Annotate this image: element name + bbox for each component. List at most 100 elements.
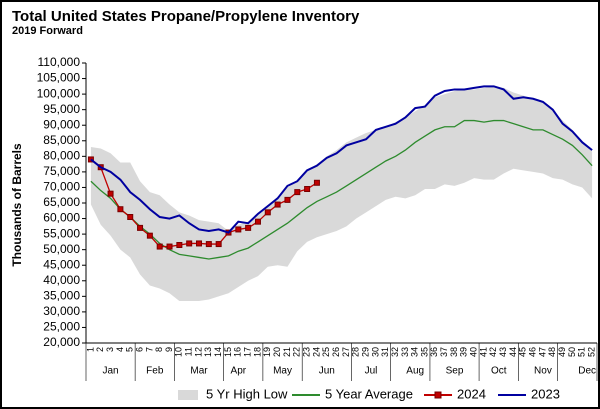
marker (156, 243, 163, 250)
x-tick-label: 31 (380, 347, 390, 357)
x-tick-label: 17 (243, 347, 253, 357)
marker (274, 201, 281, 208)
x-tick-label: 35 (419, 347, 429, 357)
x-tick-label: 30 (370, 347, 380, 357)
x-tick-label: 36 (429, 347, 439, 357)
legend-label: 2024 (457, 386, 486, 401)
marker (127, 214, 134, 220)
marker (284, 196, 291, 203)
month-label: Aug (406, 366, 424, 377)
month-label: Nov (534, 366, 552, 377)
x-tick-label: 48 (547, 347, 557, 357)
x-tick-label: 1 (85, 347, 95, 352)
month-label: Dec (578, 366, 596, 377)
marker (235, 226, 242, 233)
x-tick-label: 45 (518, 347, 528, 357)
y-tick-label: 95,000 (43, 102, 80, 116)
marker (294, 189, 301, 196)
marker (186, 240, 193, 247)
x-tick-label: 27 (341, 347, 351, 357)
x-tick-label: 43 (498, 347, 508, 357)
legend-label: 5 Yr High Low (206, 386, 288, 401)
y-tick-label: 75,000 (43, 164, 80, 178)
x-tick-label: 32 (390, 347, 400, 357)
x-tick-label: 47 (537, 347, 547, 357)
legend-label: 5 Year Average (325, 386, 413, 401)
x-tick-label: 18 (252, 347, 262, 357)
y-tick-label: 30,000 (43, 304, 80, 318)
marker (205, 241, 212, 248)
x-tick-label: 33 (400, 347, 410, 357)
x-tick-label: 13 (203, 347, 213, 357)
x-tick-label: 23 (301, 347, 311, 357)
marker (245, 224, 252, 231)
x-tick-label: 9 (164, 347, 174, 352)
x-tick-label: 50 (567, 347, 577, 357)
month-label: Oct (491, 366, 507, 377)
x-tick-label: 29 (360, 347, 370, 357)
y-tick-label: 40,000 (43, 273, 80, 287)
y-tick-label: 70,000 (43, 180, 80, 194)
x-tick-label: 52 (586, 347, 596, 357)
y-tick-label: 110,000 (38, 55, 81, 69)
marker (215, 241, 222, 248)
x-tick-label: 16 (233, 347, 243, 357)
x-tick-label: 46 (528, 347, 538, 357)
x-tick-label: 11 (184, 347, 194, 356)
x-tick-label: 10 (174, 347, 184, 357)
y-axis-label: Thousands of Barrels (10, 143, 24, 267)
legend-marker (434, 391, 442, 399)
y-tick-label: 80,000 (43, 149, 80, 163)
x-tick-label: 14 (213, 347, 223, 357)
x-tick-label: 49 (557, 347, 567, 357)
marker (264, 209, 271, 216)
y-tick-label: 55,000 (43, 226, 80, 240)
x-tick-label: 21 (282, 347, 292, 357)
x-tick-label: 19 (262, 347, 272, 357)
legend-swatch (178, 390, 198, 400)
month-label: Sep (446, 366, 464, 377)
y-tick-label: 60,000 (43, 211, 80, 225)
y-tick-label: 25,000 (43, 320, 80, 334)
x-tick-label: 20 (272, 347, 282, 357)
x-tick-label: 2 (95, 347, 105, 352)
month-label: Apr (231, 366, 247, 377)
x-tick-label: 39 (459, 347, 469, 357)
marker (196, 240, 203, 247)
legend-label: 2023 (531, 386, 560, 401)
high-low-band (90, 86, 593, 301)
month-label: Jan (103, 366, 119, 377)
x-tick-label: 6 (134, 347, 144, 352)
line (90, 119, 593, 260)
x-tick-label: 8 (154, 347, 164, 352)
x-tick-label: 3 (105, 347, 115, 352)
month-label: Jul (365, 366, 378, 377)
month-label: Feb (146, 366, 164, 377)
x-tick-label: 51 (577, 347, 587, 357)
chart-subtitle: 2019 Forward (12, 25, 83, 37)
marker (166, 243, 173, 250)
month-label: May (273, 366, 292, 377)
y-tick-label: 45,000 (43, 257, 80, 271)
marker (117, 206, 124, 213)
y-tick-label: 105,000 (37, 71, 81, 85)
x-tick-label: 44 (508, 347, 518, 357)
marker (146, 232, 153, 239)
x-tick-label: 12 (193, 347, 203, 357)
line (90, 85, 593, 234)
x-tick-label: 25 (321, 347, 331, 357)
x-tick-label: 40 (469, 347, 479, 357)
x-tick-label: 4 (115, 347, 125, 352)
month-label: Jun (319, 366, 335, 377)
y-tick-label: 90,000 (43, 117, 80, 131)
x-tick-label: 34 (410, 347, 420, 357)
y-tick-label: 35,000 (43, 289, 80, 303)
x-tick-label: 22 (292, 347, 302, 357)
chart-title: Total United States Propane/Propylene In… (12, 8, 360, 25)
y-tick-label: 85,000 (43, 133, 80, 147)
month-label: Mar (190, 366, 208, 377)
marker (137, 224, 144, 231)
x-tick-label: 42 (488, 347, 498, 357)
x-tick-label: 7 (144, 347, 154, 352)
